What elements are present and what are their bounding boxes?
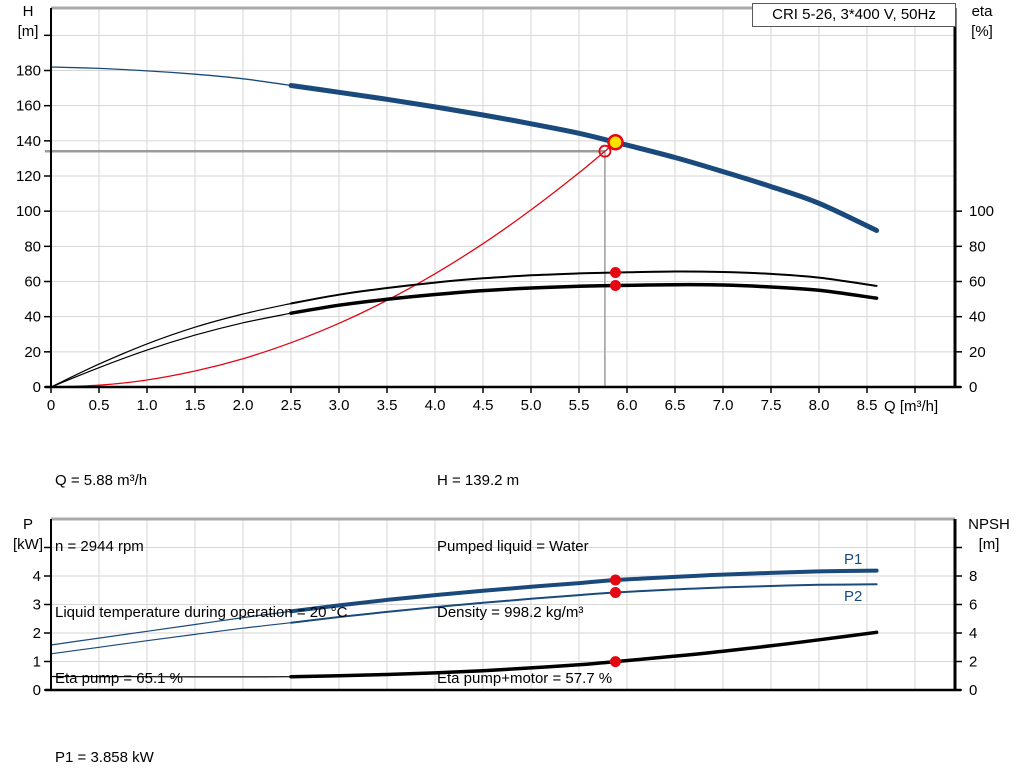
- y-right-tick-label: 4: [969, 625, 977, 642]
- x-tick-label: 5.0: [521, 397, 542, 414]
- x-tick-label: 5.5: [569, 397, 590, 414]
- y-right-tick-label: 6: [969, 597, 977, 614]
- operating-info-left: Q = 5.88 m³/h n = 2944 rpm Liquid temper…: [55, 426, 347, 734]
- curve-system-curve: [50, 141, 617, 388]
- npsh-axis-title: NPSH [m]: [958, 515, 1020, 555]
- y-left-tick-label: 80: [24, 238, 41, 255]
- y-left-tick-label: 1: [33, 654, 41, 671]
- x-tick-label: 4.0: [425, 397, 446, 414]
- p-axis-title: P [kW]: [6, 515, 50, 555]
- y-right-tick-label: 100: [969, 203, 994, 220]
- y-left-tick-label: 100: [16, 203, 41, 220]
- operating-point-dot: [609, 267, 621, 279]
- operating-point-dot: [609, 586, 621, 598]
- hq-eta-chart: 0 20 40 60 80 100 120 140 160 180 0 20 40 60 80 100 0 0.5…: [16, 6, 994, 414]
- eta-axis-unit: [%]: [971, 23, 993, 40]
- npsh-axis-name: NPSH: [968, 516, 1010, 533]
- x-tick-label: 1.5: [185, 397, 206, 414]
- y-left-tick-label: 4: [33, 568, 41, 585]
- curve-npsh: [289, 630, 879, 679]
- power-info: P1 = 3.858 kW P2 = 3.422 kW NPSH = 1.99 …: [55, 703, 160, 781]
- y-right-tick-label: 40: [969, 309, 986, 326]
- y-right-tick-label: 2: [969, 654, 977, 671]
- x-tick-label: 0.5: [89, 397, 110, 414]
- y-left-tick-label: 180: [16, 63, 41, 80]
- x-tick-label: 8.0: [809, 397, 830, 414]
- y-left-tick-label: 40: [24, 309, 41, 326]
- x-tick-label: 8.5: [857, 397, 878, 414]
- operating-point-dot: [609, 656, 621, 668]
- x-tick-label: 6.5: [665, 397, 686, 414]
- x-tick-label: 4.5: [473, 397, 494, 414]
- power-npsh-chart: 0 1 2 3 4 0 2 4 6 8: [33, 517, 977, 699]
- curve-eta-pump-motor: [289, 282, 879, 315]
- y-left-tick-label: 0: [33, 379, 41, 396]
- info-eta-pump: Eta pump = 65.1 %: [55, 670, 183, 687]
- info-q: Q = 5.88 m³/h: [55, 472, 148, 489]
- info-p1: P1 = 3.858 kW: [55, 749, 154, 766]
- y-right-tick-label: 80: [969, 238, 986, 255]
- operating-point-dot: [609, 574, 621, 586]
- p-axis-name: P: [22, 516, 33, 533]
- y-left-tick-label: 60: [24, 274, 41, 291]
- info-liquid-temp: Liquid temperature during operation = 20…: [55, 604, 348, 621]
- x-tick-label: 1.0: [137, 397, 158, 414]
- curve-p1-outside-range: [50, 610, 292, 646]
- operating-point-dot: [609, 280, 621, 292]
- y-right-tick-label: 60: [969, 274, 986, 291]
- duty-point-marker: [607, 133, 624, 151]
- y-left-tick-label: 140: [16, 133, 41, 150]
- requested-duty-point-marker: [598, 144, 612, 158]
- curve-eta-pump: [290, 270, 878, 305]
- npsh-axis-unit: [m]: [978, 536, 1000, 553]
- curve-p2-shaft-power: [290, 583, 878, 624]
- curve-eta-pump-outside-range: [50, 302, 292, 388]
- h-axis-title: H [m]: [8, 2, 48, 42]
- y-left-tick-label: 20: [24, 344, 41, 361]
- x-tick-label: 0: [47, 397, 55, 414]
- info-pumped-liquid: Pumped liquid = Water: [437, 538, 589, 555]
- p-axis-unit: [kW]: [13, 536, 43, 553]
- p2-series-label: P2: [844, 588, 863, 605]
- info-n: n = 2944 rpm: [55, 538, 144, 555]
- curve-qh-curve-outside-range: [50, 66, 292, 87]
- info-h: H = 139.2 m: [437, 472, 520, 489]
- pump-model-title: CRI 5-26, 3*400 V, 50Hz: [752, 3, 956, 27]
- info-eta-pump-motor: Eta pump+motor = 57.7 %: [437, 670, 613, 687]
- y-left-tick-label: 160: [16, 98, 41, 115]
- y-right-tick-label: 0: [969, 682, 977, 699]
- operating-info-right: H = 139.2 m Pumped liquid = Water Densit…: [437, 426, 612, 734]
- y-right-tick-label: 0: [969, 379, 977, 396]
- x-tick-label: 6.0: [617, 397, 638, 414]
- curve-p1-power-input: [289, 568, 879, 614]
- x-tick-label: 2.5: [281, 397, 302, 414]
- y-left-tick-label: 120: [16, 168, 41, 185]
- y-left-tick-label: 0: [33, 682, 41, 699]
- x-tick-label: 3.5: [377, 397, 398, 414]
- eta-axis-title: eta [%]: [960, 2, 1004, 42]
- curve-p2-outside-range: [50, 622, 292, 655]
- p1-series-label: P1: [844, 551, 863, 568]
- info-density: Density = 998.2 kg/m³: [437, 604, 584, 621]
- h-axis-name: H: [22, 3, 34, 20]
- eta-axis-name: eta: [971, 3, 993, 20]
- x-tick-label: 2.0: [233, 397, 254, 414]
- y-right-tick-label: 8: [969, 568, 977, 585]
- y-right-tick-label: 20: [969, 344, 986, 361]
- curve-qh-curve: [288, 83, 880, 233]
- x-tick-label: 7.5: [761, 397, 782, 414]
- q-axis-unit-label: Q [m³/h]: [884, 398, 939, 415]
- h-axis-unit: [m]: [17, 23, 39, 40]
- x-tick-label: 7.0: [713, 397, 734, 414]
- x-tick-label: 3.0: [329, 397, 350, 414]
- y-left-tick-label: 2: [33, 625, 41, 642]
- y-left-tick-label: 3: [33, 597, 41, 614]
- curve-eta-pump-motor-outside-range: [50, 312, 292, 388]
